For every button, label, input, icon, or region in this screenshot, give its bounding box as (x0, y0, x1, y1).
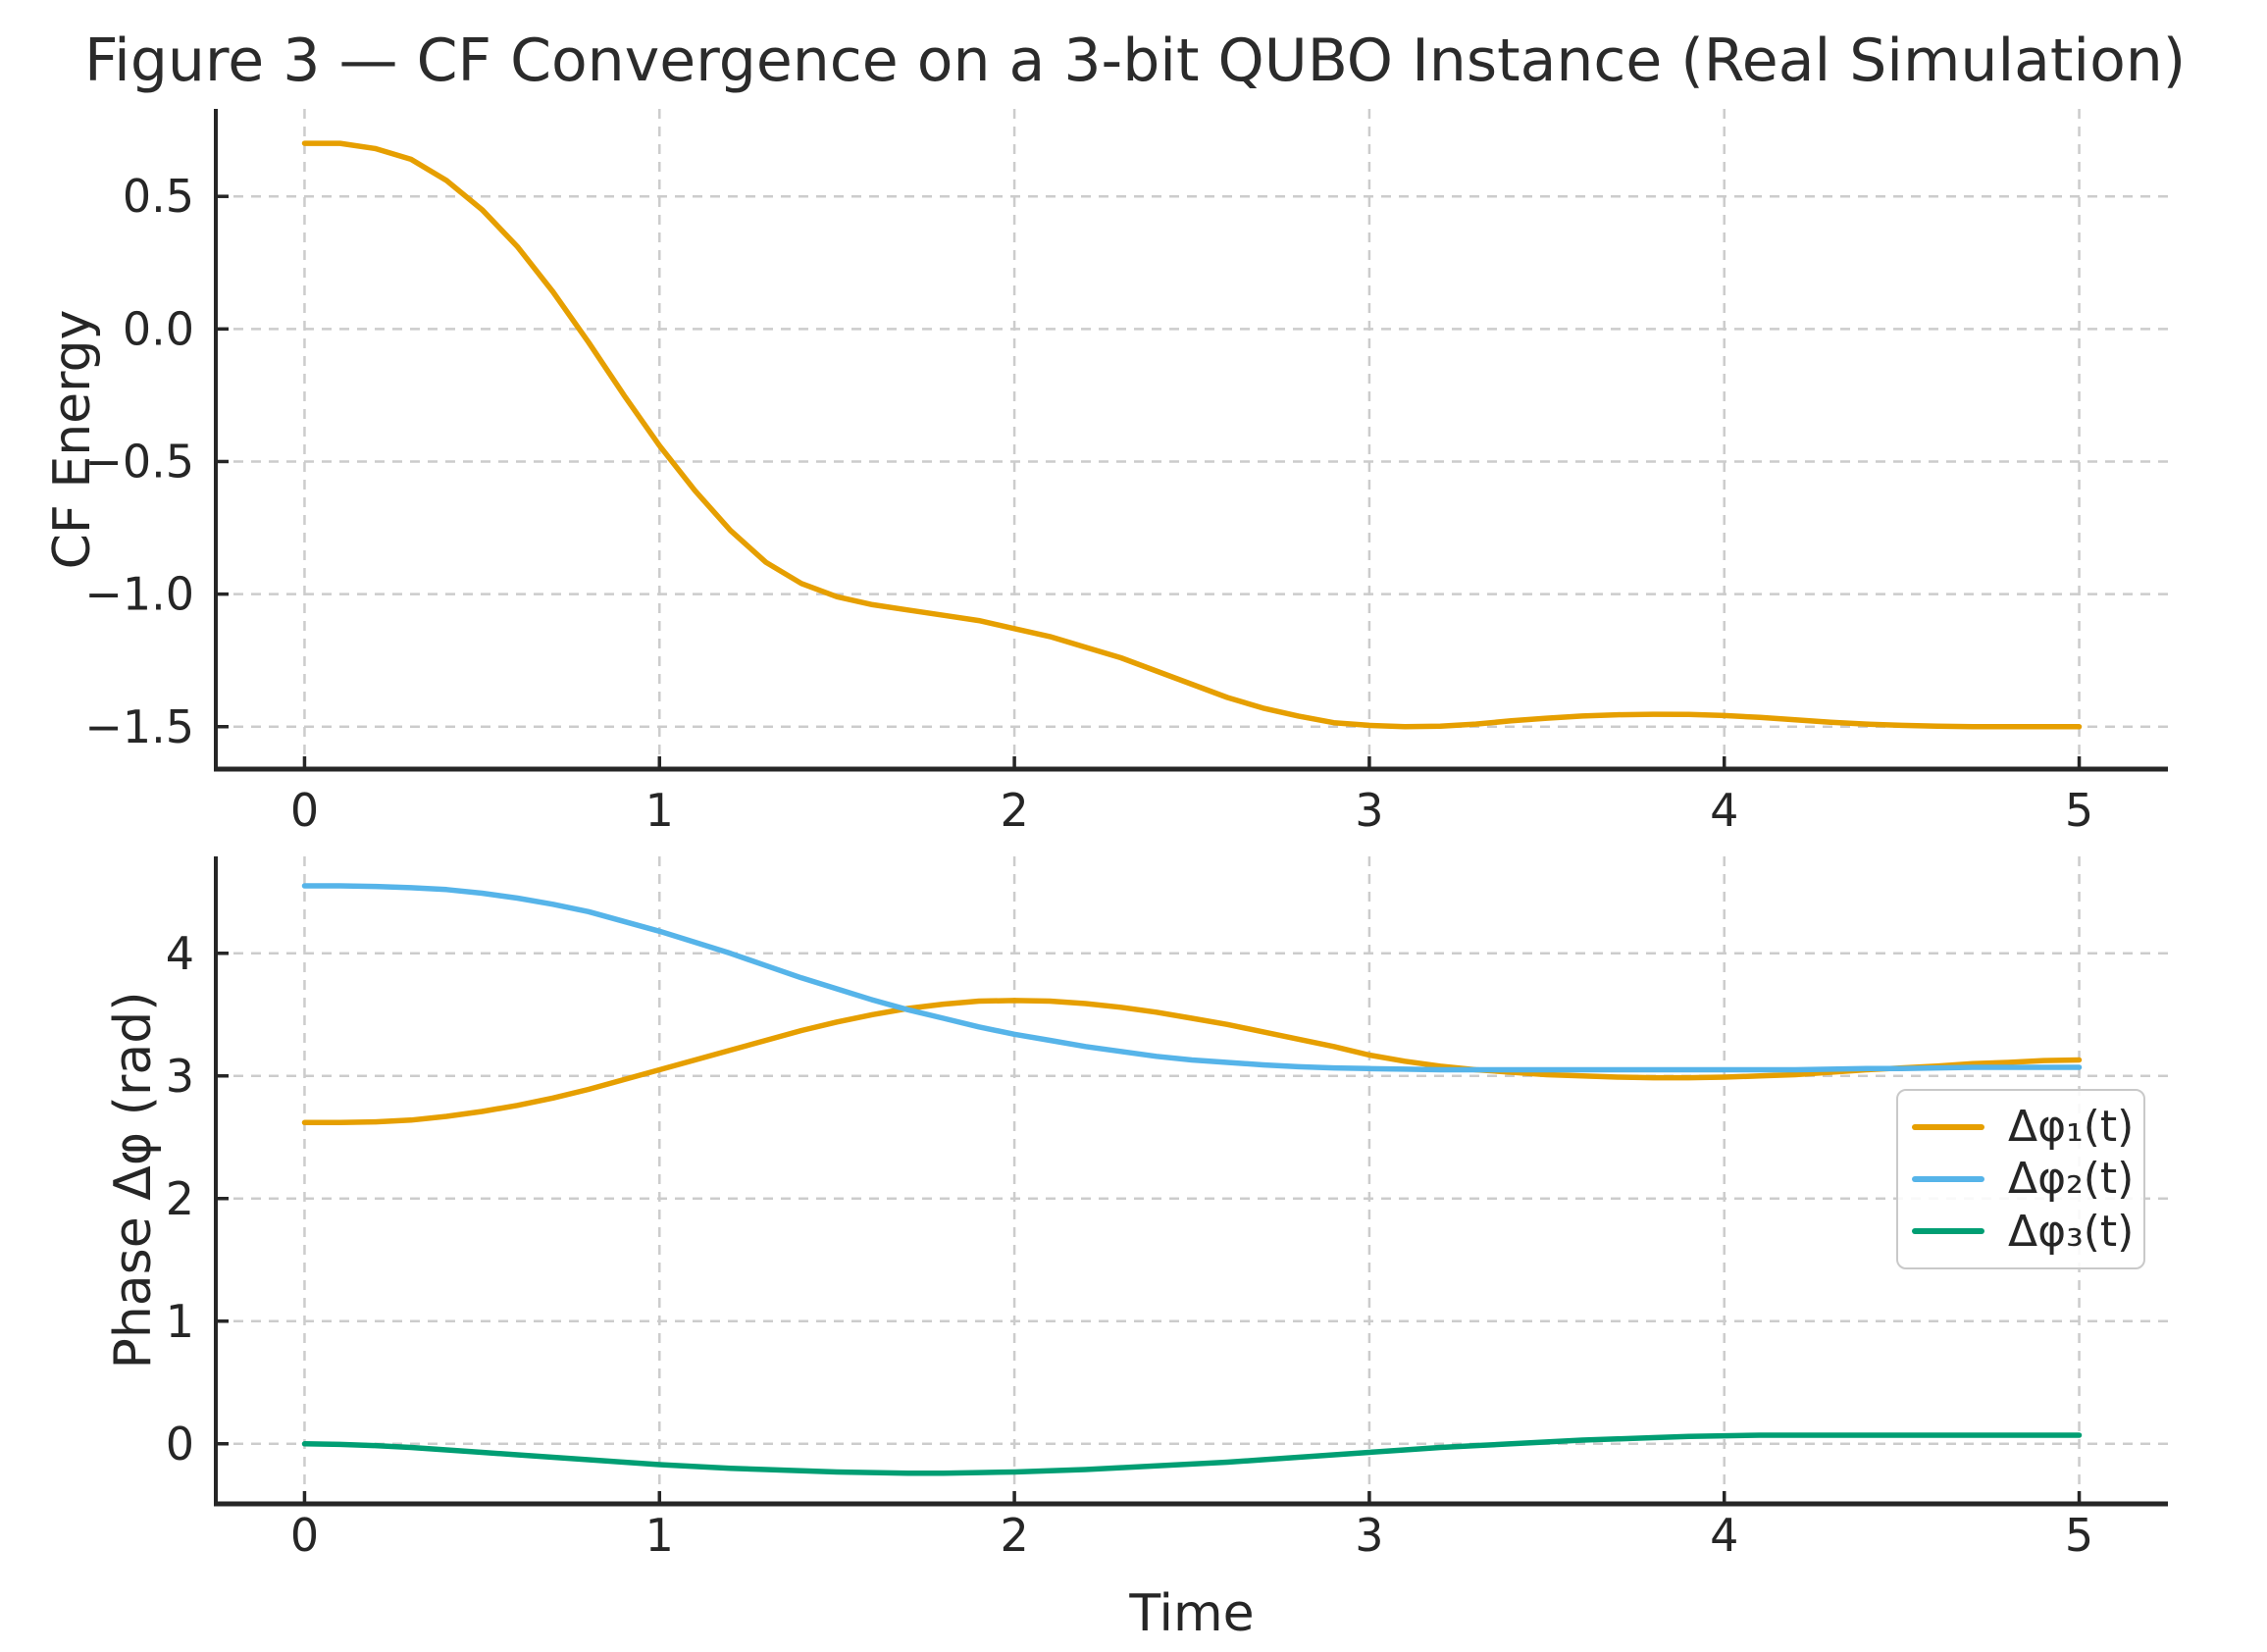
y-tick-label: 0 (166, 1418, 194, 1471)
legend: Δφ₁(t) Δφ₂(t) Δφ₃(t) (1896, 1089, 2145, 1269)
legend-entry-label: Δφ₁(t) (2008, 1102, 2135, 1153)
delta-phi-1-curve (301, 998, 2083, 1126)
x-tick-label: 1 (645, 784, 674, 837)
x-tick-label: 2 (1000, 1509, 1028, 1562)
x-tick-label: 5 (2065, 1509, 2093, 1562)
delta-phi-3-curve (301, 1432, 2083, 1476)
x-tick-label: 2 (1000, 784, 1028, 837)
y-axis-label-cf-energy: CF Energy (43, 309, 102, 570)
x-tick-label: 3 (1355, 1509, 1383, 1562)
y-tick-label: 0.5 (123, 170, 194, 223)
y-axis-label-phase: Phase Δφ (rad) (104, 991, 163, 1369)
delta-phi-2-curve (301, 883, 2083, 1073)
legend-line-sample (1912, 1123, 1984, 1130)
y-tick-label: 0.0 (123, 302, 194, 355)
cf-energy-curve (301, 140, 2083, 730)
legend-line-sample (1912, 1175, 1984, 1182)
legend-entry: Δφ₃(t) (1912, 1206, 2134, 1257)
legend-line-sample (1912, 1228, 1984, 1235)
legend-entry: Δφ₂(t) (1912, 1154, 2134, 1205)
legend-entry: Δφ₁(t) (1912, 1102, 2134, 1153)
x-tick-label: 4 (1710, 1509, 1738, 1562)
x-tick-label: 1 (645, 1509, 674, 1562)
x-tick-label: 0 (290, 784, 319, 837)
legend-entry-label: Δφ₂(t) (2008, 1154, 2135, 1205)
y-tick-label: 1 (166, 1295, 194, 1348)
legend-entry-label: Δφ₃(t) (2008, 1206, 2135, 1257)
y-tick-label: −0.5 (84, 435, 194, 488)
y-tick-label: −1.5 (84, 700, 194, 753)
x-tick-label: 5 (2065, 784, 2093, 837)
x-tick-label: 3 (1355, 784, 1383, 837)
x-tick-label: 0 (290, 1509, 319, 1562)
figure-title: Figure 3 — CF Convergence on a 3-bit QUB… (84, 26, 2187, 95)
x-tick-label: 4 (1710, 784, 1738, 837)
x-axis-label-time: Time (1129, 1584, 1255, 1643)
y-tick-label: 4 (166, 927, 194, 980)
y-tick-label: 3 (166, 1050, 194, 1103)
y-tick-label: −1.0 (84, 568, 194, 621)
y-tick-label: 2 (166, 1172, 194, 1225)
